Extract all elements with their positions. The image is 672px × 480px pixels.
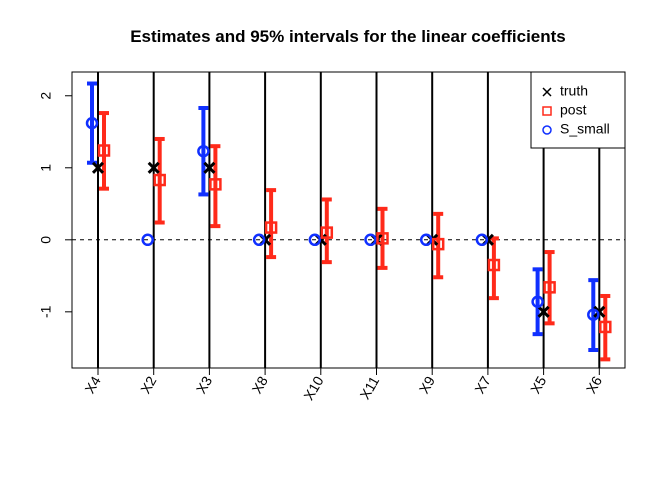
post-point <box>209 178 222 191</box>
y-tick-label: 0 <box>38 236 54 244</box>
s-small-point <box>531 295 544 308</box>
x-tick-label: X4 <box>81 373 104 396</box>
post-point <box>431 237 445 251</box>
x-tick-label: X11 <box>357 373 383 402</box>
truth-point <box>91 161 105 174</box>
legend-post-marker <box>542 106 552 116</box>
truth-point <box>203 161 216 174</box>
post-point <box>97 144 111 157</box>
s-small-point <box>141 233 154 247</box>
post-point <box>376 232 389 245</box>
legend-box <box>530 71 626 149</box>
legend-s-small-marker <box>542 125 552 135</box>
plot-frame <box>71 71 626 369</box>
truth-point-stroke <box>147 161 160 174</box>
s-small-point <box>475 233 489 247</box>
chart-title: Estimates and 95% intervals for the line… <box>130 27 566 46</box>
s-small-point <box>197 144 210 158</box>
truth-point-stroke <box>593 305 606 318</box>
legend-label: truth <box>560 83 588 99</box>
truth-point <box>147 161 160 174</box>
y-tick-label: 2 <box>38 92 54 100</box>
x-tick-label: X5 <box>527 373 550 396</box>
x-tick-label: X7 <box>471 373 494 396</box>
plot-area: -1 0 1 2 X4 X2 X3 X8 X10 X11 X9 X7 X5 X6 <box>38 71 626 403</box>
s-small-point <box>419 233 433 247</box>
s-small-point <box>587 308 600 321</box>
legend-label: post <box>560 102 587 118</box>
y-tick-label: -1 <box>38 305 54 318</box>
y-tick-label: 1 <box>38 164 54 172</box>
post-point <box>599 320 612 334</box>
legend-label: S_small <box>560 121 610 137</box>
s-small-point <box>85 116 99 130</box>
legend-truth-marker <box>542 87 552 97</box>
x-tick-label: X6 <box>583 373 606 396</box>
post-point <box>320 226 334 239</box>
x-tick-label: X8 <box>248 373 271 396</box>
truth-point-stroke <box>537 305 550 318</box>
s-small-point <box>252 233 266 247</box>
post-point <box>153 173 166 187</box>
legend: truth post S_small <box>530 71 626 149</box>
post-point <box>543 281 556 294</box>
x-tick-label: X10 <box>300 373 326 403</box>
s-small-point <box>308 233 322 247</box>
x-tick-label: X3 <box>193 373 216 396</box>
s-small-point <box>364 233 377 247</box>
x-tick-label: X9 <box>416 373 439 396</box>
truth-point-stroke <box>203 161 216 174</box>
post-point <box>264 221 278 234</box>
truth-point <box>593 305 606 318</box>
truth-point <box>537 305 550 318</box>
post-point <box>487 258 501 272</box>
x-tick-label: X2 <box>137 373 160 396</box>
truth-point-stroke <box>91 161 105 174</box>
